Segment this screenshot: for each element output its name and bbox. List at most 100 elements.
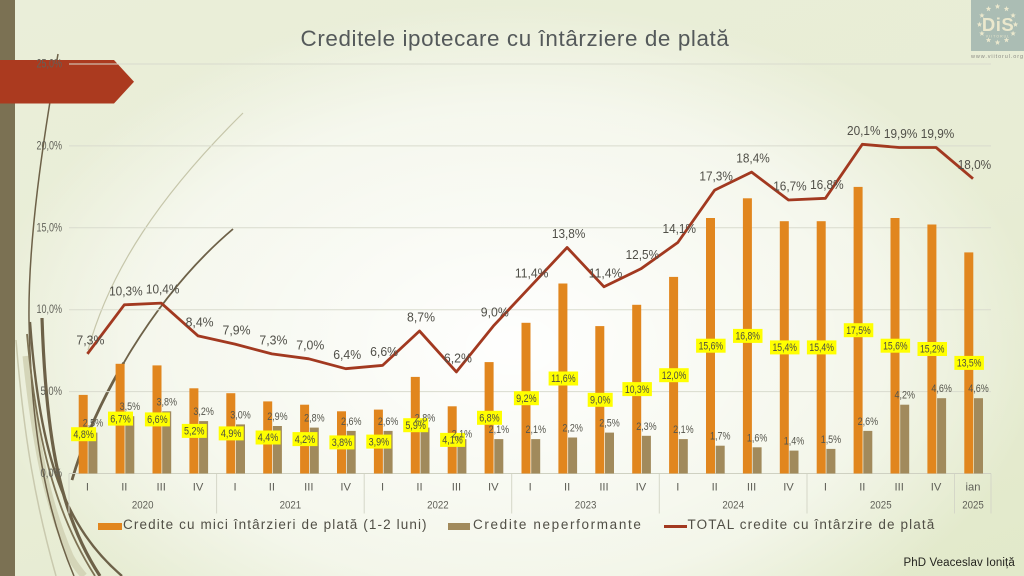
- svg-text:I: I: [86, 482, 89, 494]
- svg-text:IV: IV: [193, 482, 204, 494]
- svg-text:III: III: [452, 482, 461, 494]
- svg-text:9,0%: 9,0%: [590, 395, 611, 407]
- svg-text:II: II: [121, 482, 127, 494]
- svg-text:II: II: [859, 482, 865, 494]
- svg-text:7,3%: 7,3%: [259, 332, 287, 347]
- svg-text:III: III: [157, 482, 166, 494]
- svg-text:6,2%: 6,2%: [444, 350, 472, 365]
- svg-text:10,3%: 10,3%: [109, 283, 143, 298]
- svg-text:IV: IV: [783, 482, 794, 494]
- svg-text:15,6%: 15,6%: [699, 340, 724, 352]
- svg-text:11,4%: 11,4%: [589, 265, 623, 280]
- svg-text:13,5%: 13,5%: [957, 358, 982, 370]
- svg-text:15,4%: 15,4%: [809, 342, 834, 354]
- svg-text:I: I: [824, 482, 827, 494]
- svg-text:2,1%: 2,1%: [489, 424, 510, 436]
- svg-text:2,8%: 2,8%: [415, 413, 436, 425]
- svg-text:17,5%: 17,5%: [846, 325, 871, 337]
- svg-text:3,9%: 3,9%: [369, 436, 390, 448]
- svg-text:4,4%: 4,4%: [258, 432, 279, 444]
- svg-text:7,9%: 7,9%: [223, 323, 251, 338]
- svg-text:2,5%: 2,5%: [83, 418, 104, 430]
- svg-text:IV: IV: [931, 482, 942, 494]
- svg-text:2,6%: 2,6%: [378, 416, 399, 428]
- svg-text:I: I: [233, 482, 236, 494]
- svg-text:2,1%: 2,1%: [526, 424, 547, 436]
- svg-text:7,3%: 7,3%: [76, 332, 104, 347]
- svg-text:18,0%: 18,0%: [958, 157, 992, 172]
- svg-text:18,4%: 18,4%: [736, 151, 770, 166]
- svg-text:2,6%: 2,6%: [341, 416, 362, 428]
- svg-text:IV: IV: [340, 482, 351, 494]
- svg-text:I: I: [529, 482, 532, 494]
- svg-text:0,0%: 0,0%: [41, 468, 63, 480]
- svg-text:10,3%: 10,3%: [625, 384, 650, 396]
- svg-text:25,0%: 25,0%: [37, 59, 63, 71]
- svg-text:4,2%: 4,2%: [295, 434, 316, 446]
- svg-text:12,0%: 12,0%: [662, 370, 687, 382]
- svg-text:16,8%: 16,8%: [736, 331, 761, 343]
- svg-text:2021: 2021: [280, 500, 302, 512]
- svg-text:II: II: [416, 482, 422, 494]
- svg-text:9,2%: 9,2%: [516, 393, 537, 405]
- svg-text:2025: 2025: [870, 500, 892, 512]
- svg-text:6,6%: 6,6%: [147, 414, 168, 426]
- svg-text:2,3%: 2,3%: [636, 421, 657, 433]
- svg-text:I: I: [381, 482, 384, 494]
- svg-text:4,1%: 4,1%: [442, 435, 463, 447]
- svg-text:16,7%: 16,7%: [773, 179, 807, 194]
- svg-text:1,7%: 1,7%: [710, 431, 731, 443]
- svg-text:9,0%: 9,0%: [481, 305, 509, 320]
- svg-text:20,0%: 20,0%: [37, 140, 63, 152]
- svg-text:4,6%: 4,6%: [931, 383, 952, 395]
- svg-text:II: II: [712, 482, 718, 494]
- svg-text:15,6%: 15,6%: [883, 340, 908, 352]
- svg-text:2,2%: 2,2%: [562, 423, 583, 435]
- svg-text:3,2%: 3,2%: [193, 406, 214, 418]
- svg-text:2,6%: 2,6%: [858, 416, 879, 428]
- svg-text:3,8%: 3,8%: [332, 437, 353, 449]
- svg-text:III: III: [747, 482, 756, 494]
- svg-text:19,9%: 19,9%: [921, 126, 955, 141]
- svg-text:2022: 2022: [427, 500, 449, 512]
- svg-text:6,7%: 6,7%: [110, 413, 131, 425]
- svg-text:6,4%: 6,4%: [333, 347, 361, 362]
- svg-text:III: III: [599, 482, 608, 494]
- svg-text:IV: IV: [636, 482, 647, 494]
- svg-text:12,5%: 12,5%: [626, 247, 660, 262]
- svg-text:4,6%: 4,6%: [968, 383, 989, 395]
- svg-text:5,0%: 5,0%: [41, 386, 63, 398]
- svg-text:19,9%: 19,9%: [884, 126, 918, 141]
- svg-text:2020: 2020: [132, 500, 154, 512]
- svg-text:ian: ian: [966, 482, 981, 494]
- svg-text:17,3%: 17,3%: [699, 169, 733, 184]
- svg-text:II: II: [564, 482, 570, 494]
- svg-text:3,8%: 3,8%: [157, 396, 178, 408]
- svg-text:1,5%: 1,5%: [821, 434, 842, 446]
- svg-text:5,2%: 5,2%: [184, 426, 205, 438]
- svg-text:2025: 2025: [962, 500, 984, 512]
- svg-text:I: I: [676, 482, 679, 494]
- svg-text:2,1%: 2,1%: [673, 424, 694, 436]
- svg-text:II: II: [269, 482, 275, 494]
- svg-text:2,9%: 2,9%: [267, 411, 288, 423]
- svg-text:1,4%: 1,4%: [784, 436, 805, 448]
- svg-text:6,6%: 6,6%: [370, 344, 398, 359]
- svg-text:10,4%: 10,4%: [146, 282, 180, 297]
- svg-text:VIITORUL: VIITORUL: [986, 35, 1010, 39]
- svg-text:16,8%: 16,8%: [810, 177, 844, 192]
- svg-text:8,4%: 8,4%: [186, 314, 214, 329]
- svg-text:13,8%: 13,8%: [552, 226, 586, 241]
- svg-text:2,1%: 2,1%: [452, 429, 473, 441]
- svg-text:1,6%: 1,6%: [747, 432, 768, 444]
- svg-text:6,8%: 6,8%: [479, 413, 500, 425]
- svg-text:3,0%: 3,0%: [230, 409, 251, 421]
- svg-text:8,7%: 8,7%: [407, 310, 435, 325]
- svg-text:2,5%: 2,5%: [599, 418, 620, 430]
- svg-text:4,2%: 4,2%: [895, 390, 916, 402]
- svg-text:20,1%: 20,1%: [847, 123, 881, 138]
- svg-text:5,9%: 5,9%: [405, 420, 426, 432]
- svg-text:15,2%: 15,2%: [920, 344, 945, 356]
- svg-text:2023: 2023: [575, 500, 597, 512]
- svg-text:2,8%: 2,8%: [304, 413, 325, 425]
